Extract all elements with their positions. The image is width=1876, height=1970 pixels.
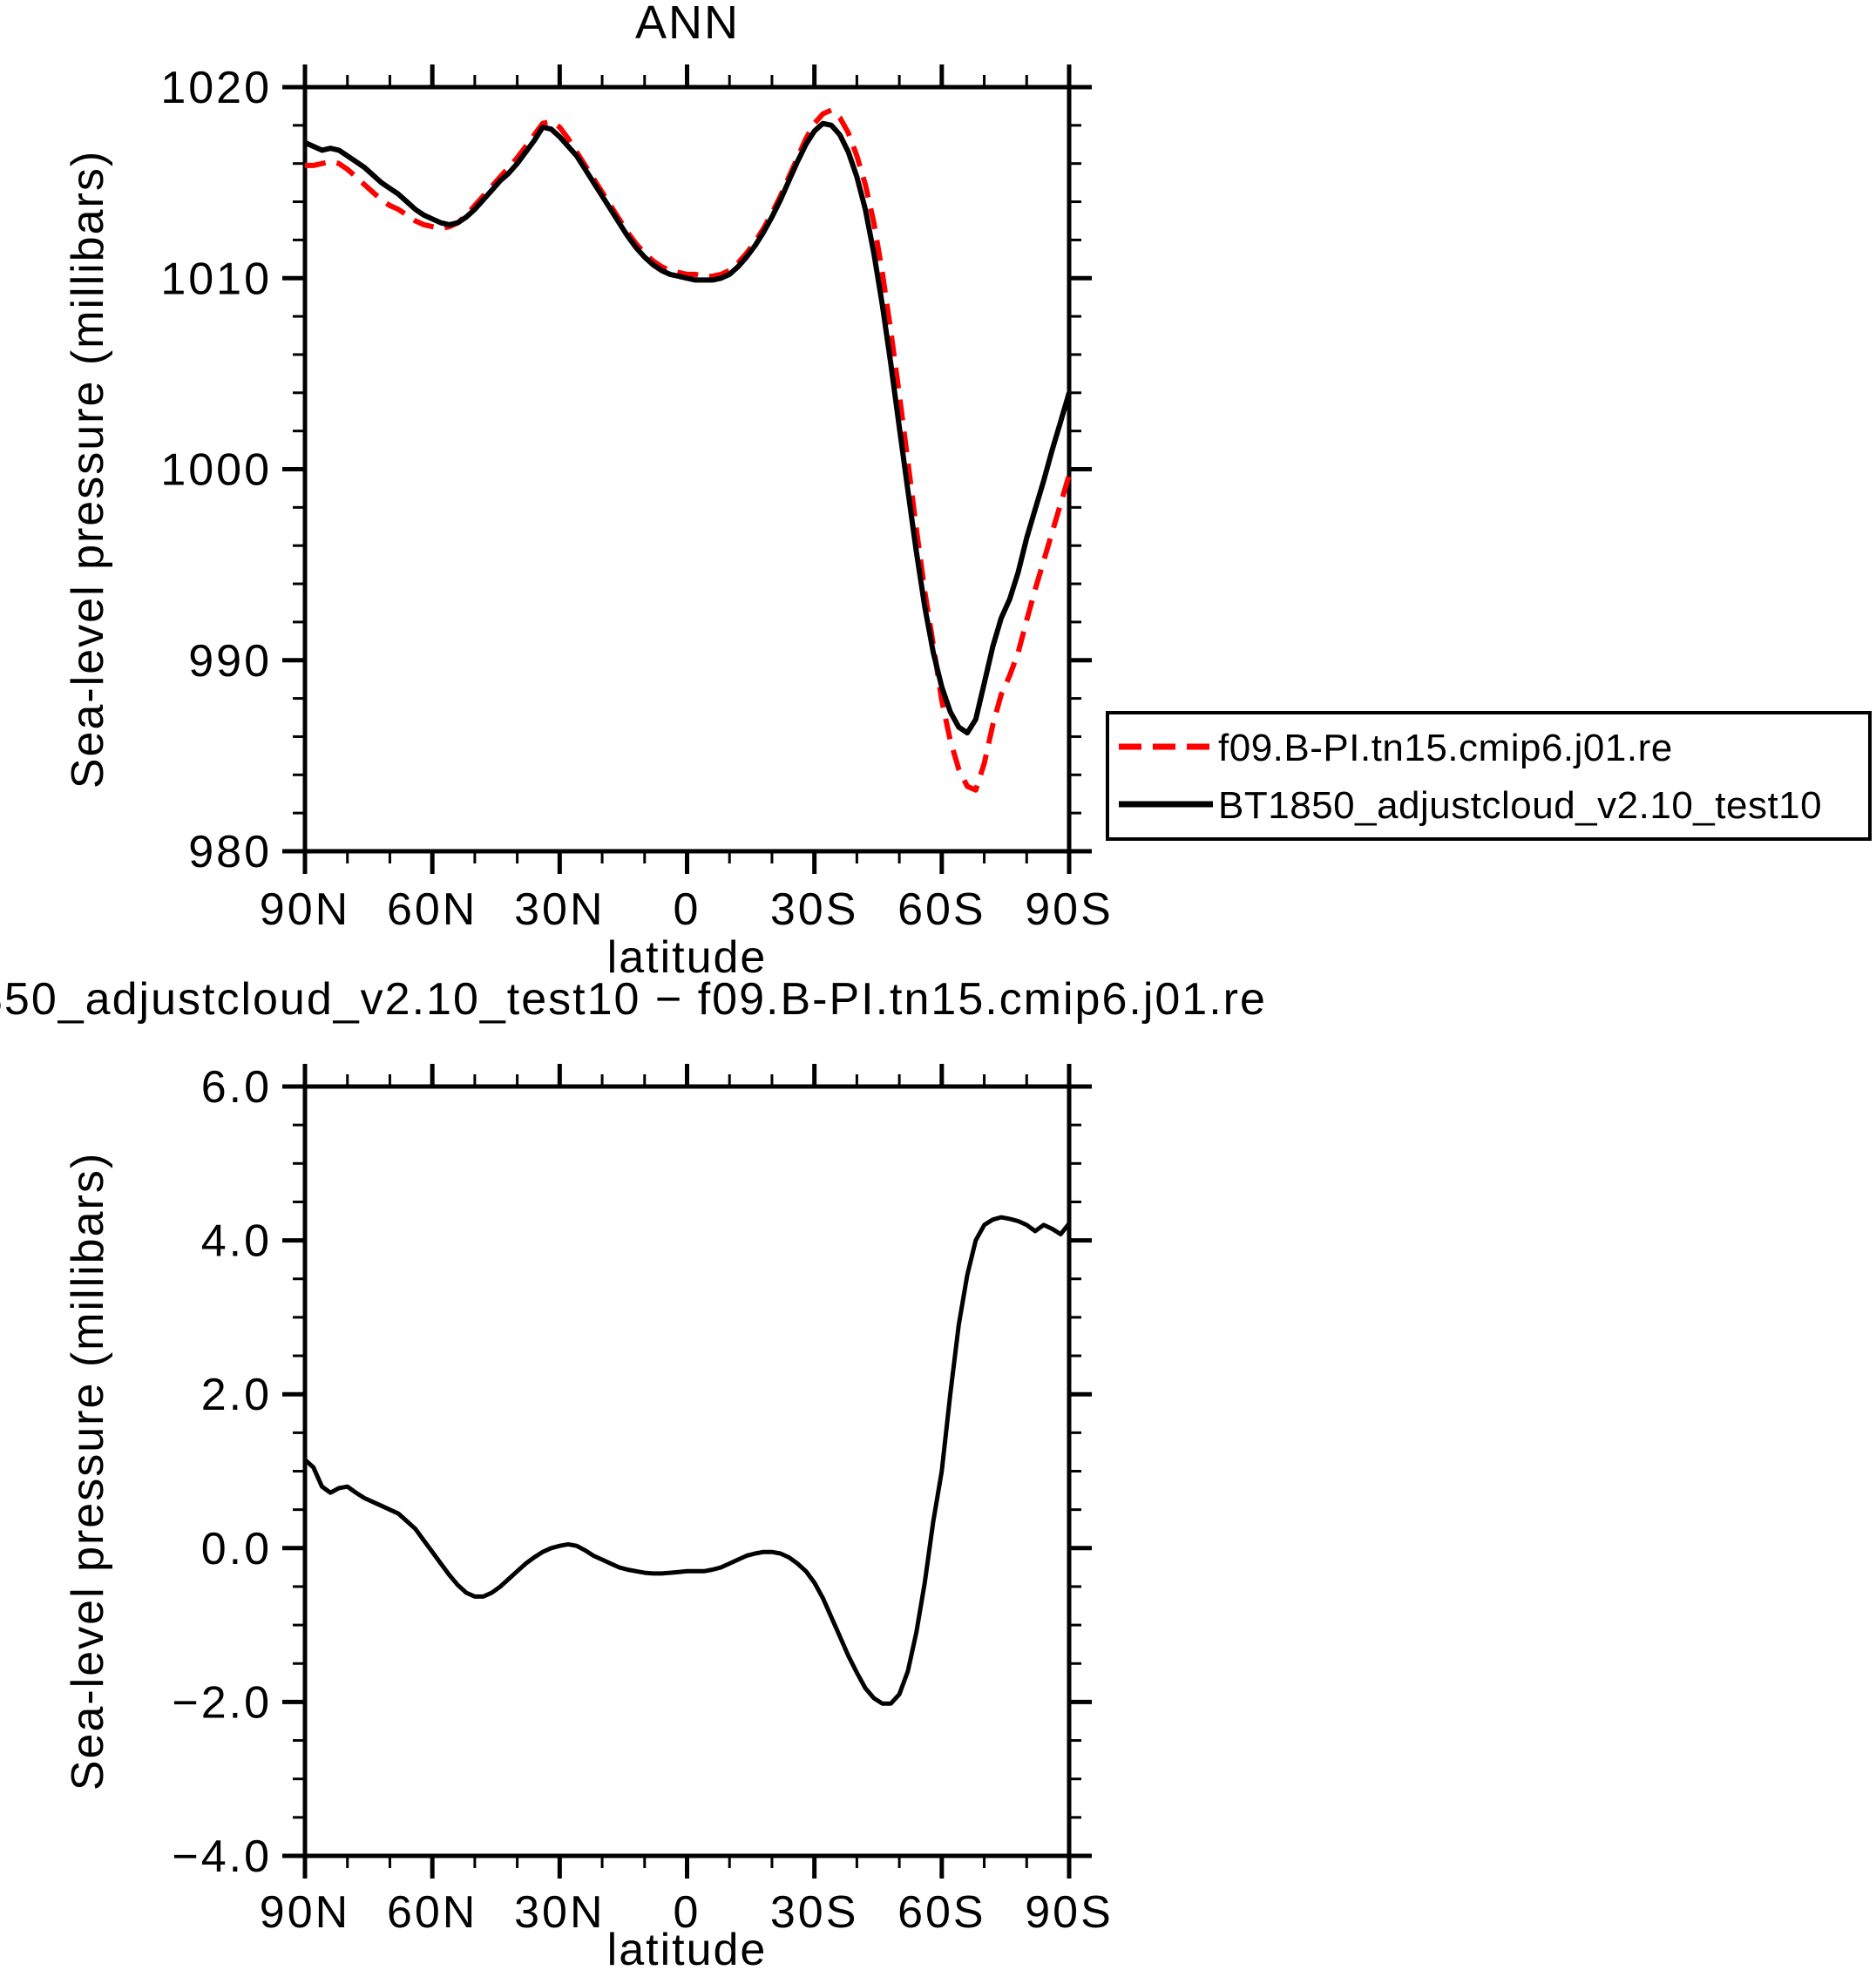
plot-frame (302, 1084, 1072, 1858)
x-tick-label: 0 (674, 884, 701, 935)
x-tick-label: 60N (387, 1887, 477, 1938)
series-line-f09-b-pi-tn15-cmip6-j01-re (305, 107, 1072, 793)
plot-frame (302, 85, 1072, 854)
legend: f09.B-PI.tn15.cmip6.j01.re BT1850_adjustc… (1106, 711, 1872, 841)
chart-0: 1020 1010 1000 990 980 90N 60N 30N 0 30S 60S 90S ANN… (63, 0, 1872, 983)
x-tick-label: 30S (770, 1887, 859, 1938)
y-tick-label: 4.0 (201, 1216, 272, 1267)
legend-label: f09.B-PI.tn15.cmip6.j01.re (1218, 727, 1673, 769)
y-tick-label: −2.0 (172, 1677, 272, 1728)
x-tick-label: 90N (260, 1887, 350, 1938)
y-tick-label: 990 (188, 636, 272, 687)
y-tick-label: 1020 (160, 63, 272, 113)
x-tick-label: 60S (897, 884, 986, 935)
y-axis-title: Sea-level pressure (millibars) (63, 1152, 113, 1791)
legend-box (1106, 711, 1872, 841)
series-line-bt1850-adjustcloud-v2-10-test10 (303, 120, 1072, 736)
legend-label: BT1850_adjustcloud_v2.10_test10 (1218, 784, 1822, 827)
y-axis-title: Sea-level pressure (millibars) (63, 150, 113, 789)
x-tick-label: 30S (770, 884, 859, 935)
x-tick-label: 30N (514, 1887, 605, 1938)
x-tick-label: 60N (387, 884, 477, 935)
chart-title: ANN (635, 0, 740, 49)
x-tick-label: 60S (897, 1887, 986, 1938)
y-tick-label: 2.0 (201, 1370, 272, 1420)
y-tick-label: 0.0 (201, 1524, 272, 1574)
x-tick-label: 30N (514, 884, 605, 935)
y-tick-label: −4.0 (172, 1831, 272, 1882)
y-tick-label: 1010 (160, 254, 272, 304)
y-tick-label: 6.0 (201, 1062, 272, 1113)
x-tick-label: 90S (1025, 884, 1114, 935)
x-axis-title: latitude (607, 1925, 768, 1970)
x-axis-title: latitude (607, 932, 768, 983)
chart-title: 850_adjustcloud_v2.10_test10 − f09.B-PI.… (0, 974, 1267, 1025)
y-tick-label: 980 (188, 827, 272, 877)
x-tick-label: 90N (260, 884, 350, 935)
x-tick-label: 0 (674, 1887, 701, 1938)
y-tick-label: 1000 (160, 445, 272, 496)
series-line-difference (303, 1215, 1071, 1706)
x-tick-label: 90S (1025, 1887, 1114, 1938)
